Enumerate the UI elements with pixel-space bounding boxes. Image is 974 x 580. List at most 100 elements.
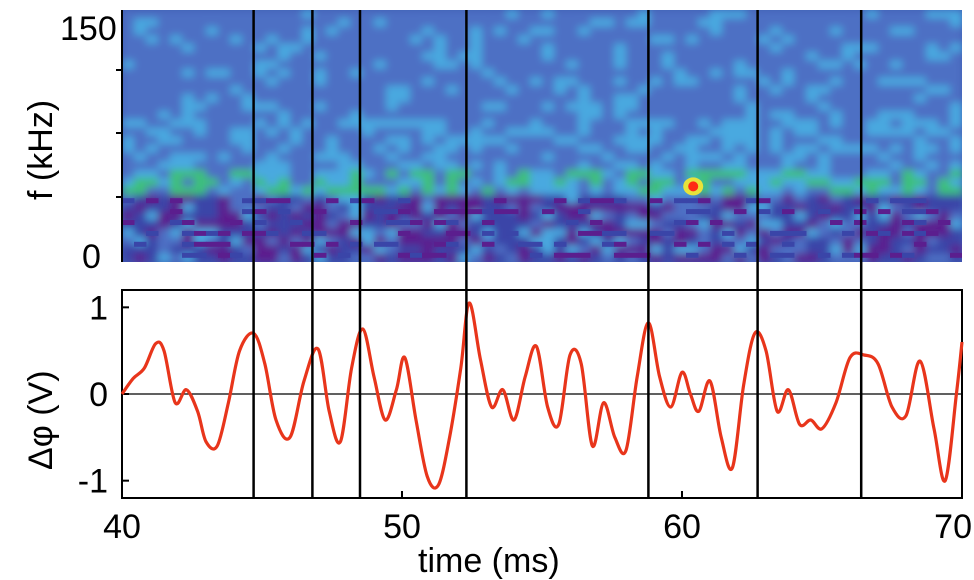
- spectrogram-cell: [278, 127, 291, 137]
- spectrogram-cell: [614, 211, 627, 221]
- spectrogram-cell: [290, 194, 303, 204]
- spectrogram-cell: [530, 68, 543, 78]
- spectrogram-cell: [350, 77, 363, 87]
- spectrogram-cell: [698, 211, 711, 221]
- spectrogram-cell: [638, 236, 651, 246]
- spectrogram-cell: [338, 220, 351, 229]
- spectrogram-cell: [230, 10, 243, 19]
- spectrogram-cell: [182, 52, 195, 61]
- spectrogram-cell: [662, 236, 675, 246]
- spectrogram-cell: [170, 10, 183, 19]
- spectrogram-cell: [866, 119, 879, 129]
- spectrogram-cell: [638, 161, 651, 171]
- spectrogram-cell: [926, 194, 939, 204]
- spectrogram-cell: [230, 236, 243, 246]
- spectrogram-cell: [590, 127, 603, 137]
- spectrogram-cell: [230, 68, 243, 78]
- spectrogram-cell: [926, 161, 939, 171]
- spectrogram-stripe: [290, 241, 303, 247]
- spectrogram-cell: [926, 186, 939, 196]
- spectrogram-stripe: [254, 209, 267, 215]
- spectrogram-cell: [434, 43, 447, 53]
- spectrogram-stripe: [482, 241, 495, 247]
- spectrogram-cell: [590, 119, 603, 129]
- spectrogram-cell: [950, 194, 962, 204]
- spectrogram-cell: [482, 178, 495, 187]
- spectrogram-cell: [782, 35, 795, 45]
- spectrogram-cell: [326, 127, 339, 137]
- spectrogram-cell: [386, 68, 399, 78]
- spectrogram-cell: [494, 60, 507, 70]
- spectrogram-cell: [302, 169, 315, 179]
- spectrogram-cell: [362, 52, 375, 61]
- spectrogram-cell: [374, 169, 387, 179]
- spectrogram-cell: [530, 85, 543, 95]
- spectrogram-cell: [290, 10, 303, 19]
- spectrogram-cell: [902, 102, 915, 112]
- spectrogram-cell: [242, 52, 255, 61]
- spectrogram-cell: [830, 236, 843, 246]
- spectrogram-stripe: [278, 198, 291, 204]
- spectrogram-cell: [422, 228, 435, 238]
- spectrogram-stripe: [122, 198, 135, 204]
- spectrogram-cell: [158, 35, 171, 45]
- spectrogram-stripe: [914, 209, 927, 215]
- spectrogram-cell: [746, 161, 759, 171]
- spectrogram-cell: [806, 144, 819, 154]
- spectrogram-cell: [122, 152, 135, 162]
- spectrogram-cell: [362, 186, 375, 196]
- spectrogram-cell: [662, 18, 675, 28]
- spectrogram-cell: [506, 68, 519, 78]
- spectrogram-cell: [338, 194, 351, 204]
- spectrogram-cell: [674, 228, 687, 238]
- spectrogram-cell: [434, 203, 447, 213]
- spectrogram-cell: [626, 236, 639, 246]
- spectrogram-cell: [338, 144, 351, 154]
- spectrogram-cell: [590, 60, 603, 70]
- spectrogram-stripe: [314, 252, 327, 258]
- spectrogram-cell: [674, 85, 687, 95]
- spectrogram-cell: [362, 35, 375, 45]
- spectrogram-cell: [890, 245, 903, 255]
- spectrogram-cell: [326, 43, 339, 53]
- spectrogram-cell: [398, 68, 411, 78]
- spectrogram-cell: [182, 211, 195, 221]
- spectrogram-cell: [914, 85, 927, 95]
- spectrogram-cell: [338, 85, 351, 95]
- spectrogram-cell: [746, 94, 759, 103]
- spectrogram-stripe: [254, 230, 267, 236]
- spectrogram-cell: [530, 110, 543, 120]
- spectrogram-cell: [134, 43, 147, 53]
- spectrogram-stripe: [254, 220, 267, 225]
- spectrogram-cell: [422, 194, 435, 204]
- spectrogram-stripe: [614, 241, 627, 247]
- spectrogram-stripe: [230, 252, 243, 258]
- spectrogram-cell: [326, 245, 339, 255]
- spectrogram-cell: [554, 245, 567, 255]
- spectrogram-cell: [902, 85, 915, 95]
- spectrogram-cell: [746, 136, 759, 145]
- spectrogram-cell: [206, 253, 219, 262]
- spectrogram-cell: [554, 110, 567, 120]
- spectrogram-cell: [278, 253, 291, 262]
- spectrogram-cell: [134, 186, 147, 196]
- spectrogram-cell: [194, 136, 207, 145]
- spectrogram-cell: [722, 68, 735, 78]
- spectrogram-cell: [182, 169, 195, 179]
- spectrogram-cell: [374, 18, 387, 28]
- spectrogram-cell: [374, 203, 387, 213]
- spectrogram-cell: [254, 245, 267, 255]
- spectrogram-cell: [530, 60, 543, 70]
- spectrogram-cell: [890, 119, 903, 129]
- spectrogram-cell: [806, 228, 819, 238]
- spectrogram-cell: [494, 253, 507, 262]
- spectrogram-cell: [278, 144, 291, 154]
- spectrogram-cell: [878, 119, 891, 129]
- spectrogram-cell: [122, 228, 135, 238]
- spectrogram-stripe: [134, 241, 147, 247]
- spectrogram-cell: [470, 35, 483, 45]
- spectrogram-cell: [578, 161, 591, 171]
- spectrogram-cell: [230, 77, 243, 87]
- spectrogram-cell: [470, 245, 483, 255]
- spectrogram-cell: [242, 18, 255, 28]
